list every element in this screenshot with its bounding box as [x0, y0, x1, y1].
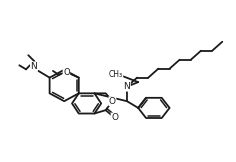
Text: O: O — [109, 97, 116, 106]
Text: N: N — [124, 82, 130, 91]
Text: N: N — [30, 62, 37, 71]
Text: O: O — [111, 113, 118, 122]
Text: O: O — [63, 68, 70, 76]
Text: CH₃: CH₃ — [109, 70, 123, 79]
